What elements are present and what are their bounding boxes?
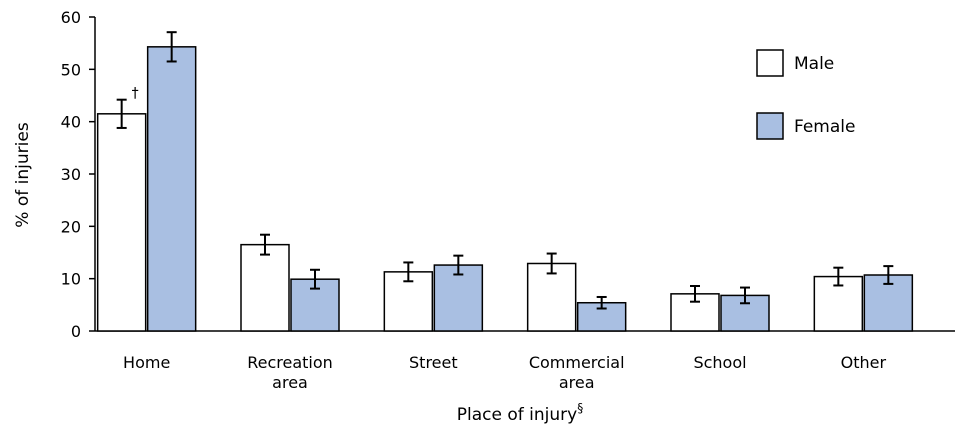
bar-male (240, 243, 290, 332)
category-label: Home (123, 353, 170, 372)
bar-male (526, 262, 577, 332)
bars (96, 46, 914, 332)
annotations: † (132, 86, 139, 102)
y-tick-label: 0 (71, 322, 81, 341)
y-tick-label: 50 (61, 60, 81, 79)
legend-label: Female (794, 117, 855, 137)
category-label: Recreation area (247, 353, 333, 392)
y-tick-label: 60 (61, 8, 81, 27)
category-labels: Home Recreation area Street Commercial area Sc… (123, 353, 886, 392)
category-label: Other (841, 353, 887, 372)
legend: Male Female (756, 49, 855, 140)
bar-male (670, 293, 720, 332)
category-label: School (693, 353, 746, 372)
bar-female (146, 46, 197, 332)
category-label: Commercial area (529, 353, 625, 392)
annotation-dagger: † (132, 86, 139, 102)
error-bars (116, 31, 894, 310)
x-axis-title: Place of injury§ (457, 401, 583, 425)
y-axis-title: % of injuries (13, 122, 33, 228)
y-tick-label: 30 (61, 165, 81, 184)
x-axis-title-text: Place of injury (457, 405, 577, 425)
y-tick-label: 40 (61, 113, 81, 132)
y-tick-labels: 0 10 20 30 40 50 60 (61, 8, 81, 341)
bar-male (96, 113, 147, 332)
legend-swatch-male (756, 49, 784, 77)
x-axis-title-superscript: § (577, 401, 583, 415)
y-tick-label: 20 (61, 217, 81, 236)
legend-label: Male (794, 54, 834, 74)
y-tick-label: 10 (61, 270, 81, 289)
legend-swatch-female (756, 112, 784, 140)
axes (89, 16, 955, 332)
category-label: Street (409, 353, 458, 372)
